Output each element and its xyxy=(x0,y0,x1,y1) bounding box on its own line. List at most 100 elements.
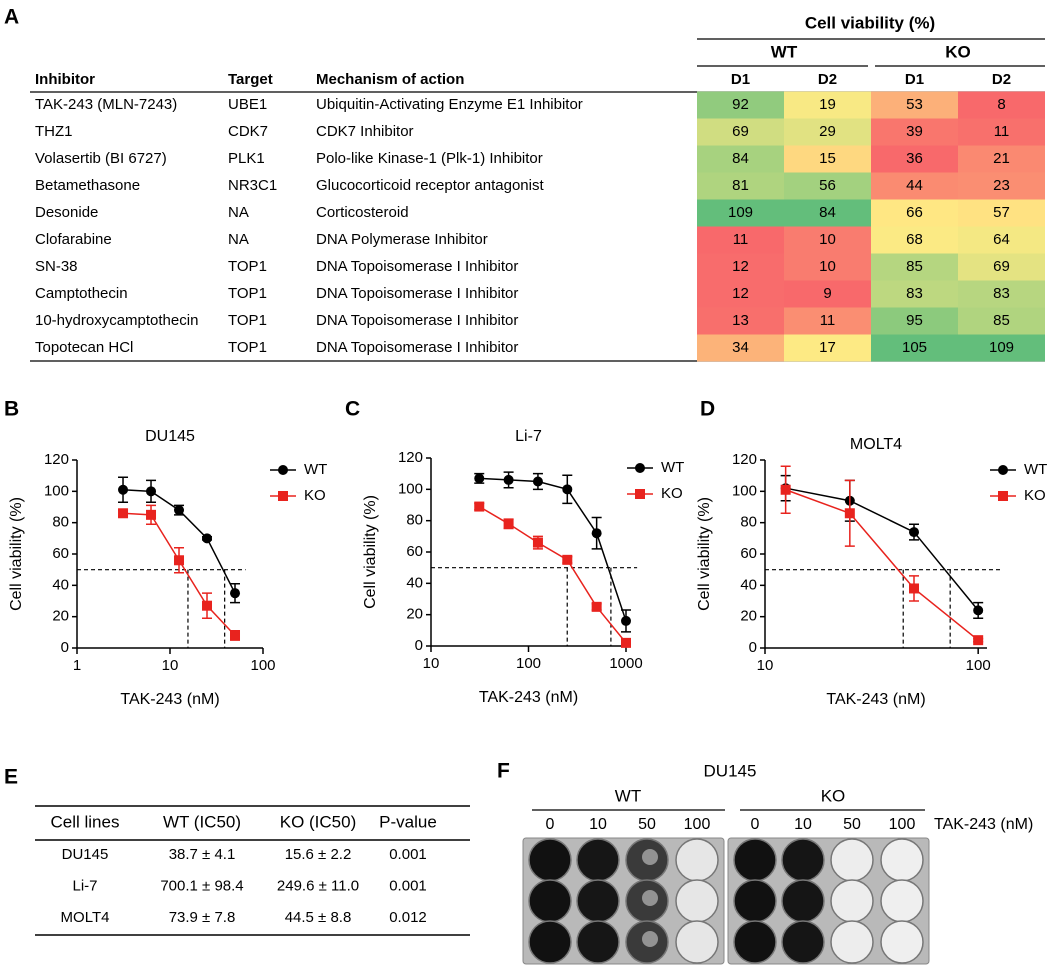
heat-cell xyxy=(784,253,871,281)
panel-label: A xyxy=(4,6,19,29)
cell-value: 11 xyxy=(733,231,749,248)
dose-label: 10 xyxy=(589,816,607,833)
series-line xyxy=(122,512,236,636)
heat-cell xyxy=(958,145,1045,173)
ic50-cell: 0.001 xyxy=(389,877,427,894)
marker xyxy=(532,537,543,548)
x-tick-label: 10 xyxy=(423,655,440,672)
heat-cell xyxy=(697,118,784,146)
ic50-cell: 15.6 ± 2.2 xyxy=(285,846,352,863)
y-tick-label: 120 xyxy=(732,451,757,468)
mechanism: Corticosteroid xyxy=(316,204,409,221)
cell-value: 36 xyxy=(906,150,923,167)
ic50-cell: 0.001 xyxy=(389,846,427,863)
heat-cell xyxy=(871,172,958,200)
well xyxy=(675,879,719,923)
cell-value: 64 xyxy=(993,231,1010,248)
ic50-cell: DU145 xyxy=(62,846,109,863)
column-header: D2 xyxy=(818,71,837,88)
cell-value: 10 xyxy=(819,231,836,248)
well xyxy=(781,879,825,923)
heat-cell xyxy=(697,145,784,173)
marker xyxy=(973,605,984,616)
y-tick-label: 60 xyxy=(406,543,423,560)
marker xyxy=(591,601,602,612)
cell-value: 8 xyxy=(997,96,1005,113)
well-speckle xyxy=(642,849,658,865)
heat-cell xyxy=(784,91,871,119)
dose-label: 100 xyxy=(889,816,916,833)
cell-value: 66 xyxy=(906,204,923,221)
y-tick-label: 0 xyxy=(61,639,69,656)
y-tick-label: 20 xyxy=(406,606,423,623)
plate xyxy=(727,837,930,965)
dose-label: 0 xyxy=(546,816,555,833)
cell-value: 19 xyxy=(819,96,836,113)
ic50-header: WT (IC50) xyxy=(163,812,241,831)
cell-value: 56 xyxy=(819,177,836,194)
well xyxy=(880,838,924,882)
well xyxy=(675,920,719,964)
mechanism: Glucocorticoid receptor antagonist xyxy=(316,177,544,194)
cell-value: 84 xyxy=(732,150,749,167)
well xyxy=(528,838,572,882)
ic50-cell: 38.7 ± 4.1 xyxy=(169,846,236,863)
heat-cell xyxy=(958,199,1045,227)
target: NR3C1 xyxy=(228,177,277,194)
heat-cell xyxy=(958,253,1045,281)
cell-value: 105 xyxy=(902,339,927,356)
x-axis-label: TAK-243 (nM) xyxy=(120,691,219,708)
cell-value: 34 xyxy=(732,339,749,356)
legend-label: KO xyxy=(1024,487,1046,504)
heat-cell xyxy=(871,145,958,173)
series-line xyxy=(479,477,627,622)
target: TOP1 xyxy=(228,285,267,302)
marker xyxy=(146,486,157,497)
chart: DU145 TAK-243 (nM) Cell viability (%) 0 20 40… xyxy=(8,428,327,708)
cell-value: 10 xyxy=(819,258,836,275)
chart: Li-7 TAK-243 (nM) Cell viability (%) 0 20 40 6… xyxy=(362,428,684,706)
y-tick-label: 120 xyxy=(44,451,69,468)
y-tick-label: 100 xyxy=(732,482,757,499)
heat-cell xyxy=(697,334,784,362)
panel-label: F xyxy=(497,760,510,783)
legend-marker xyxy=(278,491,288,501)
target: CDK7 xyxy=(228,123,268,140)
x-tick-label: 100 xyxy=(966,657,991,674)
y-axis-label: Cell viability (%) xyxy=(362,495,379,609)
legend-label: WT xyxy=(304,461,327,478)
y-tick-label: 60 xyxy=(740,545,757,562)
inhibitor: 10-hydroxycamptothecin xyxy=(35,312,198,329)
legend-label: KO xyxy=(661,485,683,502)
x-tick-label: 10 xyxy=(162,657,179,674)
x-tick-label: 100 xyxy=(516,655,541,672)
heat-cell xyxy=(958,118,1045,146)
cell-value: 11 xyxy=(820,312,836,329)
mechanism: Polo-like Kinase-1 (Plk-1) Inhibitor xyxy=(316,150,543,167)
heat-cell xyxy=(697,172,784,200)
x-tick-label: 10 xyxy=(757,657,774,674)
legend-marker xyxy=(998,465,1008,475)
y-tick-label: 40 xyxy=(740,576,757,593)
ic50-header: P-value xyxy=(379,812,437,831)
marker xyxy=(474,473,485,484)
inhibitor: Betamethasone xyxy=(35,177,140,194)
heat-cell xyxy=(784,334,871,362)
legend-marker xyxy=(635,463,645,473)
y-tick-label: 0 xyxy=(415,637,423,654)
marker xyxy=(146,509,157,520)
cell-value: 83 xyxy=(906,285,923,302)
target: TOP1 xyxy=(228,339,267,356)
marker xyxy=(562,484,573,495)
subgroup-header: KO xyxy=(945,42,971,61)
cell-value: 109 xyxy=(728,204,753,221)
group-header: Cell viability (%) xyxy=(805,13,935,32)
well xyxy=(880,920,924,964)
legend-marker xyxy=(998,491,1008,501)
plate xyxy=(522,837,725,965)
heat-cell xyxy=(958,334,1045,362)
cell-value: 69 xyxy=(732,123,749,140)
heat-cell xyxy=(784,280,871,308)
cell-value: 85 xyxy=(906,258,923,275)
ic50-cell: 44.5 ± 8.8 xyxy=(285,909,352,926)
